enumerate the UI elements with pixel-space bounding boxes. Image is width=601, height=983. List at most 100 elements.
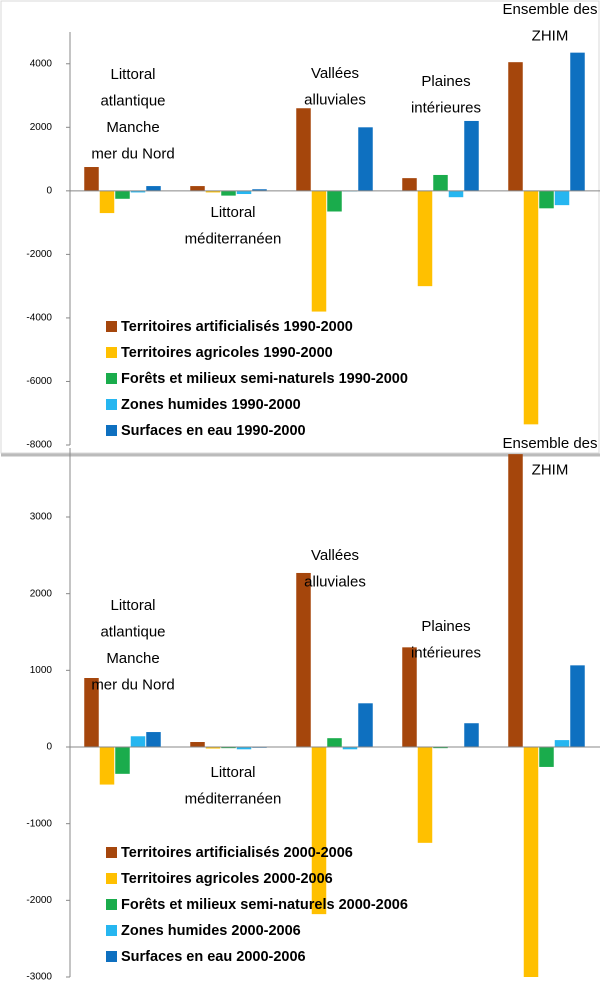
bar <box>115 190 130 199</box>
category-label: Vallées <box>311 65 359 82</box>
legend-swatch <box>106 425 117 436</box>
bar <box>464 120 479 191</box>
category-label: Plaines <box>421 73 470 90</box>
legend-swatch <box>106 899 117 910</box>
category-label: ZHIM <box>532 461 569 478</box>
bar <box>146 732 161 747</box>
bar <box>539 747 554 767</box>
bar <box>190 742 205 747</box>
bar <box>84 167 99 191</box>
category-label: méditerranéen <box>185 790 282 807</box>
bar <box>554 190 570 206</box>
chart-frame <box>0 0 600 454</box>
bar <box>311 747 327 915</box>
bar <box>205 190 221 193</box>
bar <box>402 178 417 191</box>
bar <box>296 572 311 747</box>
legend-label: Forêts et milieux semi-naturels 1990-200… <box>121 371 408 387</box>
bar <box>523 747 539 977</box>
bar <box>146 186 161 191</box>
category-label: intérieures <box>411 644 481 661</box>
bar <box>99 747 115 785</box>
category-label: ZHIM <box>532 27 569 44</box>
legend-label: Surfaces en eau 2000-2006 <box>121 949 306 965</box>
bar <box>358 703 373 747</box>
bar <box>252 189 267 191</box>
bar <box>358 127 373 191</box>
y-tick-label: -3000 <box>26 972 52 983</box>
bar <box>508 454 523 747</box>
bar <box>327 190 342 212</box>
category-label: mer du Nord <box>91 676 174 693</box>
legend-swatch <box>106 321 117 332</box>
category-label: Manche <box>106 650 159 667</box>
legend-label: Zones humides 1990-2000 <box>121 397 301 413</box>
legend-swatch <box>106 873 117 884</box>
bar <box>570 52 585 191</box>
category-label: Ensemble des <box>502 1 597 18</box>
category-label: Plaines <box>421 618 470 635</box>
bar <box>130 736 146 747</box>
bar <box>221 747 236 749</box>
bar <box>570 665 585 747</box>
legend-swatch <box>106 347 117 358</box>
category-label: atlantique <box>100 92 165 109</box>
legend-swatch <box>106 373 117 384</box>
y-tick-label: -4000 <box>26 313 52 324</box>
y-tick-label: -6000 <box>26 376 52 387</box>
category-label: méditerranéen <box>185 230 282 247</box>
bar <box>417 190 433 287</box>
legend-label: Territoires artificialisés 2000-2006 <box>121 845 353 861</box>
y-tick-label: -8000 <box>26 440 52 451</box>
y-tick-label: 2000 <box>30 122 53 133</box>
legend-label: Zones humides 2000-2006 <box>121 923 301 939</box>
legend-label: Surfaces en eau 1990-2000 <box>121 423 306 439</box>
legend-label: Forêts et milieux semi-naturels 2000-200… <box>121 897 408 913</box>
y-tick-label: 1000 <box>30 665 53 676</box>
category-label: Manche <box>106 119 159 136</box>
y-tick-label: -1000 <box>26 818 52 829</box>
bar <box>99 190 115 214</box>
bar <box>205 747 221 749</box>
bar <box>84 678 99 747</box>
bar <box>115 747 130 774</box>
bar <box>130 190 146 193</box>
bar <box>433 747 448 749</box>
bar <box>190 186 205 191</box>
y-tick-label: 0 <box>46 742 52 753</box>
legend-label: Territoires agricoles 1990-2000 <box>121 345 333 361</box>
bar <box>327 738 342 747</box>
category-label: alluviales <box>304 91 366 108</box>
y-tick-label: 0 <box>46 185 52 196</box>
bar <box>448 190 464 198</box>
bar <box>402 647 417 747</box>
category-label: Vallées <box>311 547 359 564</box>
bar <box>221 190 236 196</box>
y-tick-label: -2000 <box>26 895 52 906</box>
y-tick-label: 2000 <box>30 588 53 599</box>
bar <box>508 62 523 191</box>
category-label: atlantique <box>100 623 165 640</box>
category-label: Littoral <box>110 66 155 83</box>
category-label: intérieures <box>411 99 481 116</box>
y-tick-label: -2000 <box>26 249 52 260</box>
bar <box>236 747 252 750</box>
bar <box>417 747 433 843</box>
category-label: Ensemble des <box>502 435 597 452</box>
legend-swatch <box>106 925 117 936</box>
bar <box>433 174 448 191</box>
bar <box>554 740 570 747</box>
bar <box>464 723 479 747</box>
y-tick-label: 3000 <box>30 512 53 523</box>
bar <box>342 747 358 750</box>
legend-label: Territoires artificialisés 1990-2000 <box>121 319 353 335</box>
legend-swatch <box>106 951 117 962</box>
category-label: Littoral <box>110 597 155 614</box>
legend-swatch <box>106 847 117 858</box>
legend-label: Territoires agricoles 2000-2006 <box>121 871 333 887</box>
category-label: mer du Nord <box>91 145 174 162</box>
bar <box>539 190 554 209</box>
bar <box>296 108 311 191</box>
